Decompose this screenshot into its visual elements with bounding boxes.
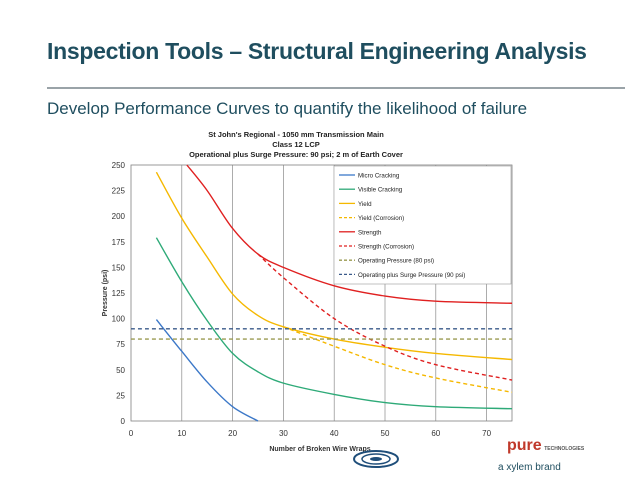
- y-tick-label: 175: [112, 238, 126, 247]
- legend-label: Micro Cracking: [358, 173, 400, 180]
- axis-ticks: 0 25 50 75 100 125 150 175 200 225 250 0 10 20 30 40 50 6…: [112, 161, 492, 438]
- y-tick-label: 0: [121, 417, 126, 426]
- x-tick-label: 60: [431, 429, 440, 438]
- series-lines: [130, 164, 513, 422]
- series-line: [257, 253, 513, 381]
- x-tick-label: 50: [381, 429, 390, 438]
- x-axis-label: Number of Broken Wire Wraps: [269, 446, 370, 453]
- y-tick-label: 250: [112, 161, 126, 170]
- x-tick-label: 10: [177, 429, 186, 438]
- brand-tagline: a xylem brand: [498, 462, 561, 473]
- series-line: [155, 171, 513, 361]
- y-tick-label: 125: [112, 289, 126, 298]
- y-tick-label: 100: [112, 315, 126, 324]
- series-line: [155, 319, 259, 422]
- chart-legend: Micro Cracking Visible Cracking Yield Yield…: [333, 165, 512, 285]
- chart-title-line: St John's Regional - 1050 mm Transmissio…: [208, 130, 384, 139]
- y-tick-label: 25: [116, 391, 125, 400]
- x-tick-label: 20: [228, 429, 237, 438]
- y-tick-label: 50: [116, 366, 125, 375]
- series-line: [186, 164, 513, 304]
- y-tick-label: 75: [116, 340, 125, 349]
- y-tick-label: 225: [112, 187, 126, 196]
- legend-label: Strength (Corrosion): [358, 244, 414, 251]
- brand-logo-sub: TECHNOLOGIES: [544, 446, 585, 452]
- company-logo: [353, 450, 399, 468]
- x-tick-label: 0: [129, 429, 134, 438]
- legend-label: Visible Cracking: [358, 187, 403, 194]
- slide-subtitle: Develop Performance Curves to quantify t…: [47, 99, 528, 118]
- chart-title-line: Class 12 LCP: [272, 140, 320, 149]
- legend-label: Yield (Corrosion): [358, 215, 404, 222]
- plot-area-frame: [130, 164, 513, 422]
- chart-title: St John's Regional - 1050 mm Transmissio…: [189, 130, 403, 159]
- slide-title: Inspection Tools – Structural Engineerin…: [47, 38, 587, 64]
- legend-label: Yield: [358, 201, 372, 208]
- brand-logo: pure TECHNOLOGIES: [507, 437, 584, 455]
- y-tick-label: 200: [112, 212, 126, 221]
- brand-logo-text: pure: [507, 437, 542, 454]
- x-tick-label: 30: [279, 429, 288, 438]
- legend-label: Operating plus Surge Pressure (90 psi): [358, 272, 465, 279]
- y-axis-label: Pressure (psi): [102, 270, 109, 317]
- series-line: [155, 237, 513, 410]
- chart-title-line: Operational plus Surge Pressure: 90 psi;…: [189, 150, 403, 159]
- x-tick-label: 40: [330, 429, 339, 438]
- series-line: [283, 326, 513, 394]
- legend-box: [333, 165, 512, 285]
- legend-label: Operating Pressure (80 psi): [358, 258, 434, 265]
- y-tick-label: 150: [112, 263, 126, 272]
- x-tick-label: 70: [482, 429, 491, 438]
- title-divider: [47, 87, 625, 89]
- legend-label: Strength: [358, 229, 382, 236]
